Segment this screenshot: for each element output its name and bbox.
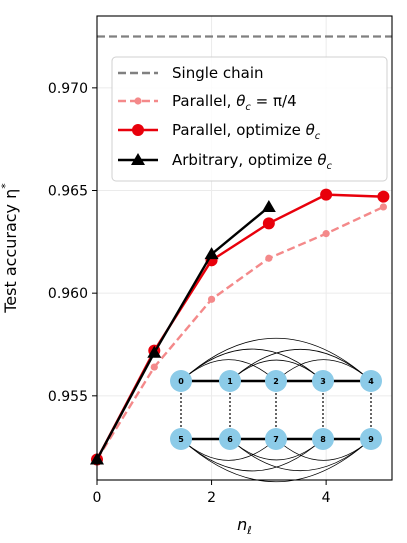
- y-tick-label: 0.955: [48, 389, 88, 405]
- inset-node-label: 8: [320, 435, 326, 444]
- inset-node: [312, 370, 334, 392]
- data-point: [204, 247, 219, 260]
- inset-graph: 0 1 2 3 4 5 6 7 8 9: [170, 337, 382, 483]
- y-tick-label: 0.965: [48, 184, 88, 200]
- series-layer: [90, 35, 392, 466]
- data-point: [150, 363, 158, 371]
- y-axis-label-sup: *: [0, 183, 12, 189]
- inset-edge: [180, 438, 324, 472]
- legend-label: Parallel, optimize θc: [172, 121, 321, 142]
- inset-node: [219, 370, 241, 392]
- data-point: [322, 230, 330, 238]
- inset-edge: [180, 348, 324, 382]
- y-tick-label: 0.960: [48, 286, 88, 302]
- data-point: [207, 295, 216, 303]
- inset-edge: [275, 359, 372, 382]
- inset-node: [219, 428, 241, 450]
- legend-label: Arbitrary, optimize θc: [172, 151, 333, 172]
- inset-node: [360, 428, 382, 450]
- legend-box: [111, 56, 388, 182]
- series-line: [95, 205, 384, 461]
- inset-node: [265, 428, 287, 450]
- legend-label: Parallel, θc = π/4: [172, 92, 297, 113]
- inset-node-label: 7: [273, 435, 279, 444]
- x-axis-label: nℓ: [237, 515, 252, 537]
- inset-node: [360, 370, 382, 392]
- data-point: [265, 254, 273, 262]
- inset-node-label: 0: [178, 377, 184, 386]
- legend: Single chain Parallel, θc = π/4 Parallel, …: [111, 56, 388, 182]
- data-point: [320, 188, 333, 201]
- plot-frame: [96, 15, 393, 481]
- inset-node-label: 5: [178, 435, 184, 444]
- inset-node: [312, 428, 334, 450]
- x-axis-label-sub: ℓ: [246, 524, 252, 537]
- data-point: [147, 345, 162, 358]
- inset-node-label: 9: [368, 435, 374, 444]
- y-axis-label-base: Test accuracy η: [1, 189, 20, 314]
- inset-node-label: 2: [273, 377, 279, 386]
- data-point: [261, 199, 276, 212]
- inset-node-label: 4: [368, 377, 374, 386]
- series-line: [95, 193, 384, 461]
- inset-edge: [180, 438, 372, 483]
- inset-edge: [229, 348, 372, 382]
- inset-node: [170, 370, 192, 392]
- inset-node-label: 6: [227, 435, 233, 444]
- inset-node: [170, 428, 192, 450]
- data-point: [379, 203, 388, 211]
- x-tick-label: 0: [93, 490, 102, 506]
- legend-marker: [134, 97, 142, 105]
- legend-marker: [132, 124, 144, 136]
- legend-marker: [131, 153, 145, 165]
- data-point: [262, 217, 275, 230]
- legend-label: Single chain: [172, 64, 264, 82]
- inset-edge: [229, 438, 372, 472]
- data-point: [377, 190, 390, 203]
- x-tick-label: 4: [322, 490, 331, 506]
- inset-node: [265, 370, 287, 392]
- inset-edge: [275, 438, 372, 461]
- ticks: 0 2 4 0.955 0.960 0.965 0.970: [48, 81, 331, 506]
- y-axis-label: Test accuracy η*: [0, 183, 20, 314]
- inset-edge: [180, 337, 372, 382]
- series-3: [90, 199, 276, 465]
- y-tick-label: 0.970: [48, 81, 88, 97]
- x-axis-label-base: n: [237, 515, 247, 534]
- inset-node-label: 1: [227, 377, 233, 386]
- series-line: [95, 206, 270, 461]
- x-tick-label: 2: [207, 490, 216, 506]
- inset-node-label: 3: [320, 377, 326, 386]
